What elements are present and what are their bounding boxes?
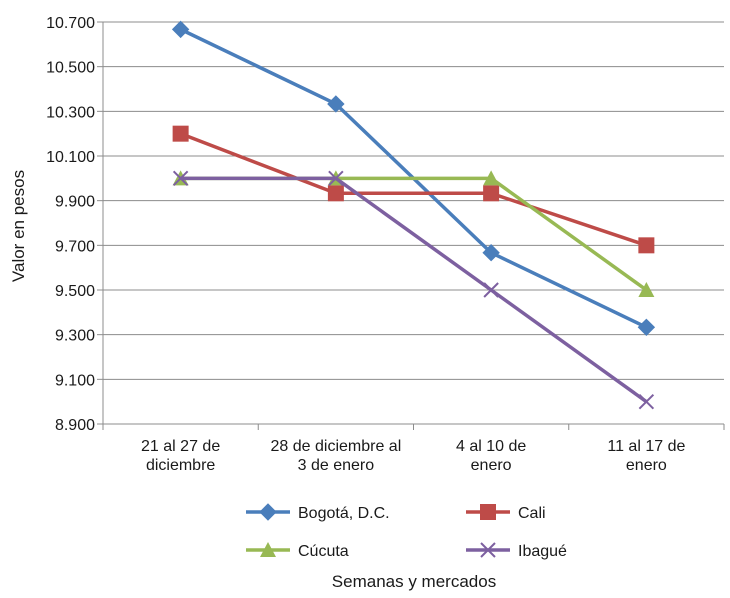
axes (97, 21, 725, 430)
data-point (328, 170, 344, 187)
legend-label: Bogotá, D.C. (298, 505, 390, 522)
x-tick-label: 11 al 17 de enero (607, 438, 685, 474)
legend-marker (480, 542, 496, 558)
data-point (172, 125, 189, 142)
data-point (483, 282, 499, 298)
y-tick-label: 8.900 (55, 417, 95, 434)
data-point (483, 170, 500, 186)
legend-marker (480, 504, 496, 520)
legend-label: Cali (518, 505, 546, 522)
legend-item: Cúcuta (246, 542, 349, 560)
y-tick-label: 9.900 (55, 194, 95, 211)
legend-item: Ibagué (466, 542, 567, 560)
legend-marker (260, 542, 276, 557)
series-3 (172, 170, 655, 410)
legend: Bogotá, D.C. Cali Cúcuta Ibagué (246, 503, 567, 560)
legend-label: Cúcuta (298, 543, 349, 560)
data-point (172, 170, 189, 187)
data-point (483, 185, 500, 202)
y-tick-label: 10.700 (46, 15, 95, 32)
data-point (638, 393, 655, 410)
data-point (638, 282, 655, 297)
y-tick-label: 9.700 (55, 238, 95, 255)
series-line (179, 132, 647, 247)
legend-item: Cali (466, 504, 546, 522)
x-tick-label: 4 al 10 de enero (456, 438, 526, 474)
y-tick-label: 9.100 (55, 372, 95, 389)
series-1 (172, 125, 655, 254)
data-point (327, 185, 344, 202)
series-line (180, 176, 648, 404)
x-tick-label: 28 de diciembre al 3 de enero (271, 438, 402, 474)
x-tick-label: 21 al 27 de diciembre (141, 438, 220, 474)
legend-label: Ibagué (518, 543, 567, 560)
data-point (482, 243, 500, 262)
data-point (171, 20, 190, 39)
data-point (638, 237, 655, 254)
y-tick-label: 9.300 (55, 328, 95, 345)
y-tick-label: 10.500 (46, 60, 95, 77)
y-tick-label: 10.300 (46, 104, 95, 121)
legend-item: Bogotá, D.C. (246, 503, 390, 522)
data-point (637, 318, 656, 337)
y-tick-label: 10.100 (46, 149, 95, 166)
series-lines (171, 20, 656, 410)
y-axis-title: Valor en pesos (9, 170, 28, 282)
y-tick-label: 9.500 (55, 283, 95, 300)
x-axis-title: Semanas y mercados (332, 572, 496, 591)
tick-labels: 8.900 9.100 9.300 9.500 9.700 9.900 10.100 10.3… (46, 15, 685, 474)
legend-marker (259, 503, 277, 521)
data-point (327, 95, 345, 113)
gridlines (103, 21, 724, 425)
